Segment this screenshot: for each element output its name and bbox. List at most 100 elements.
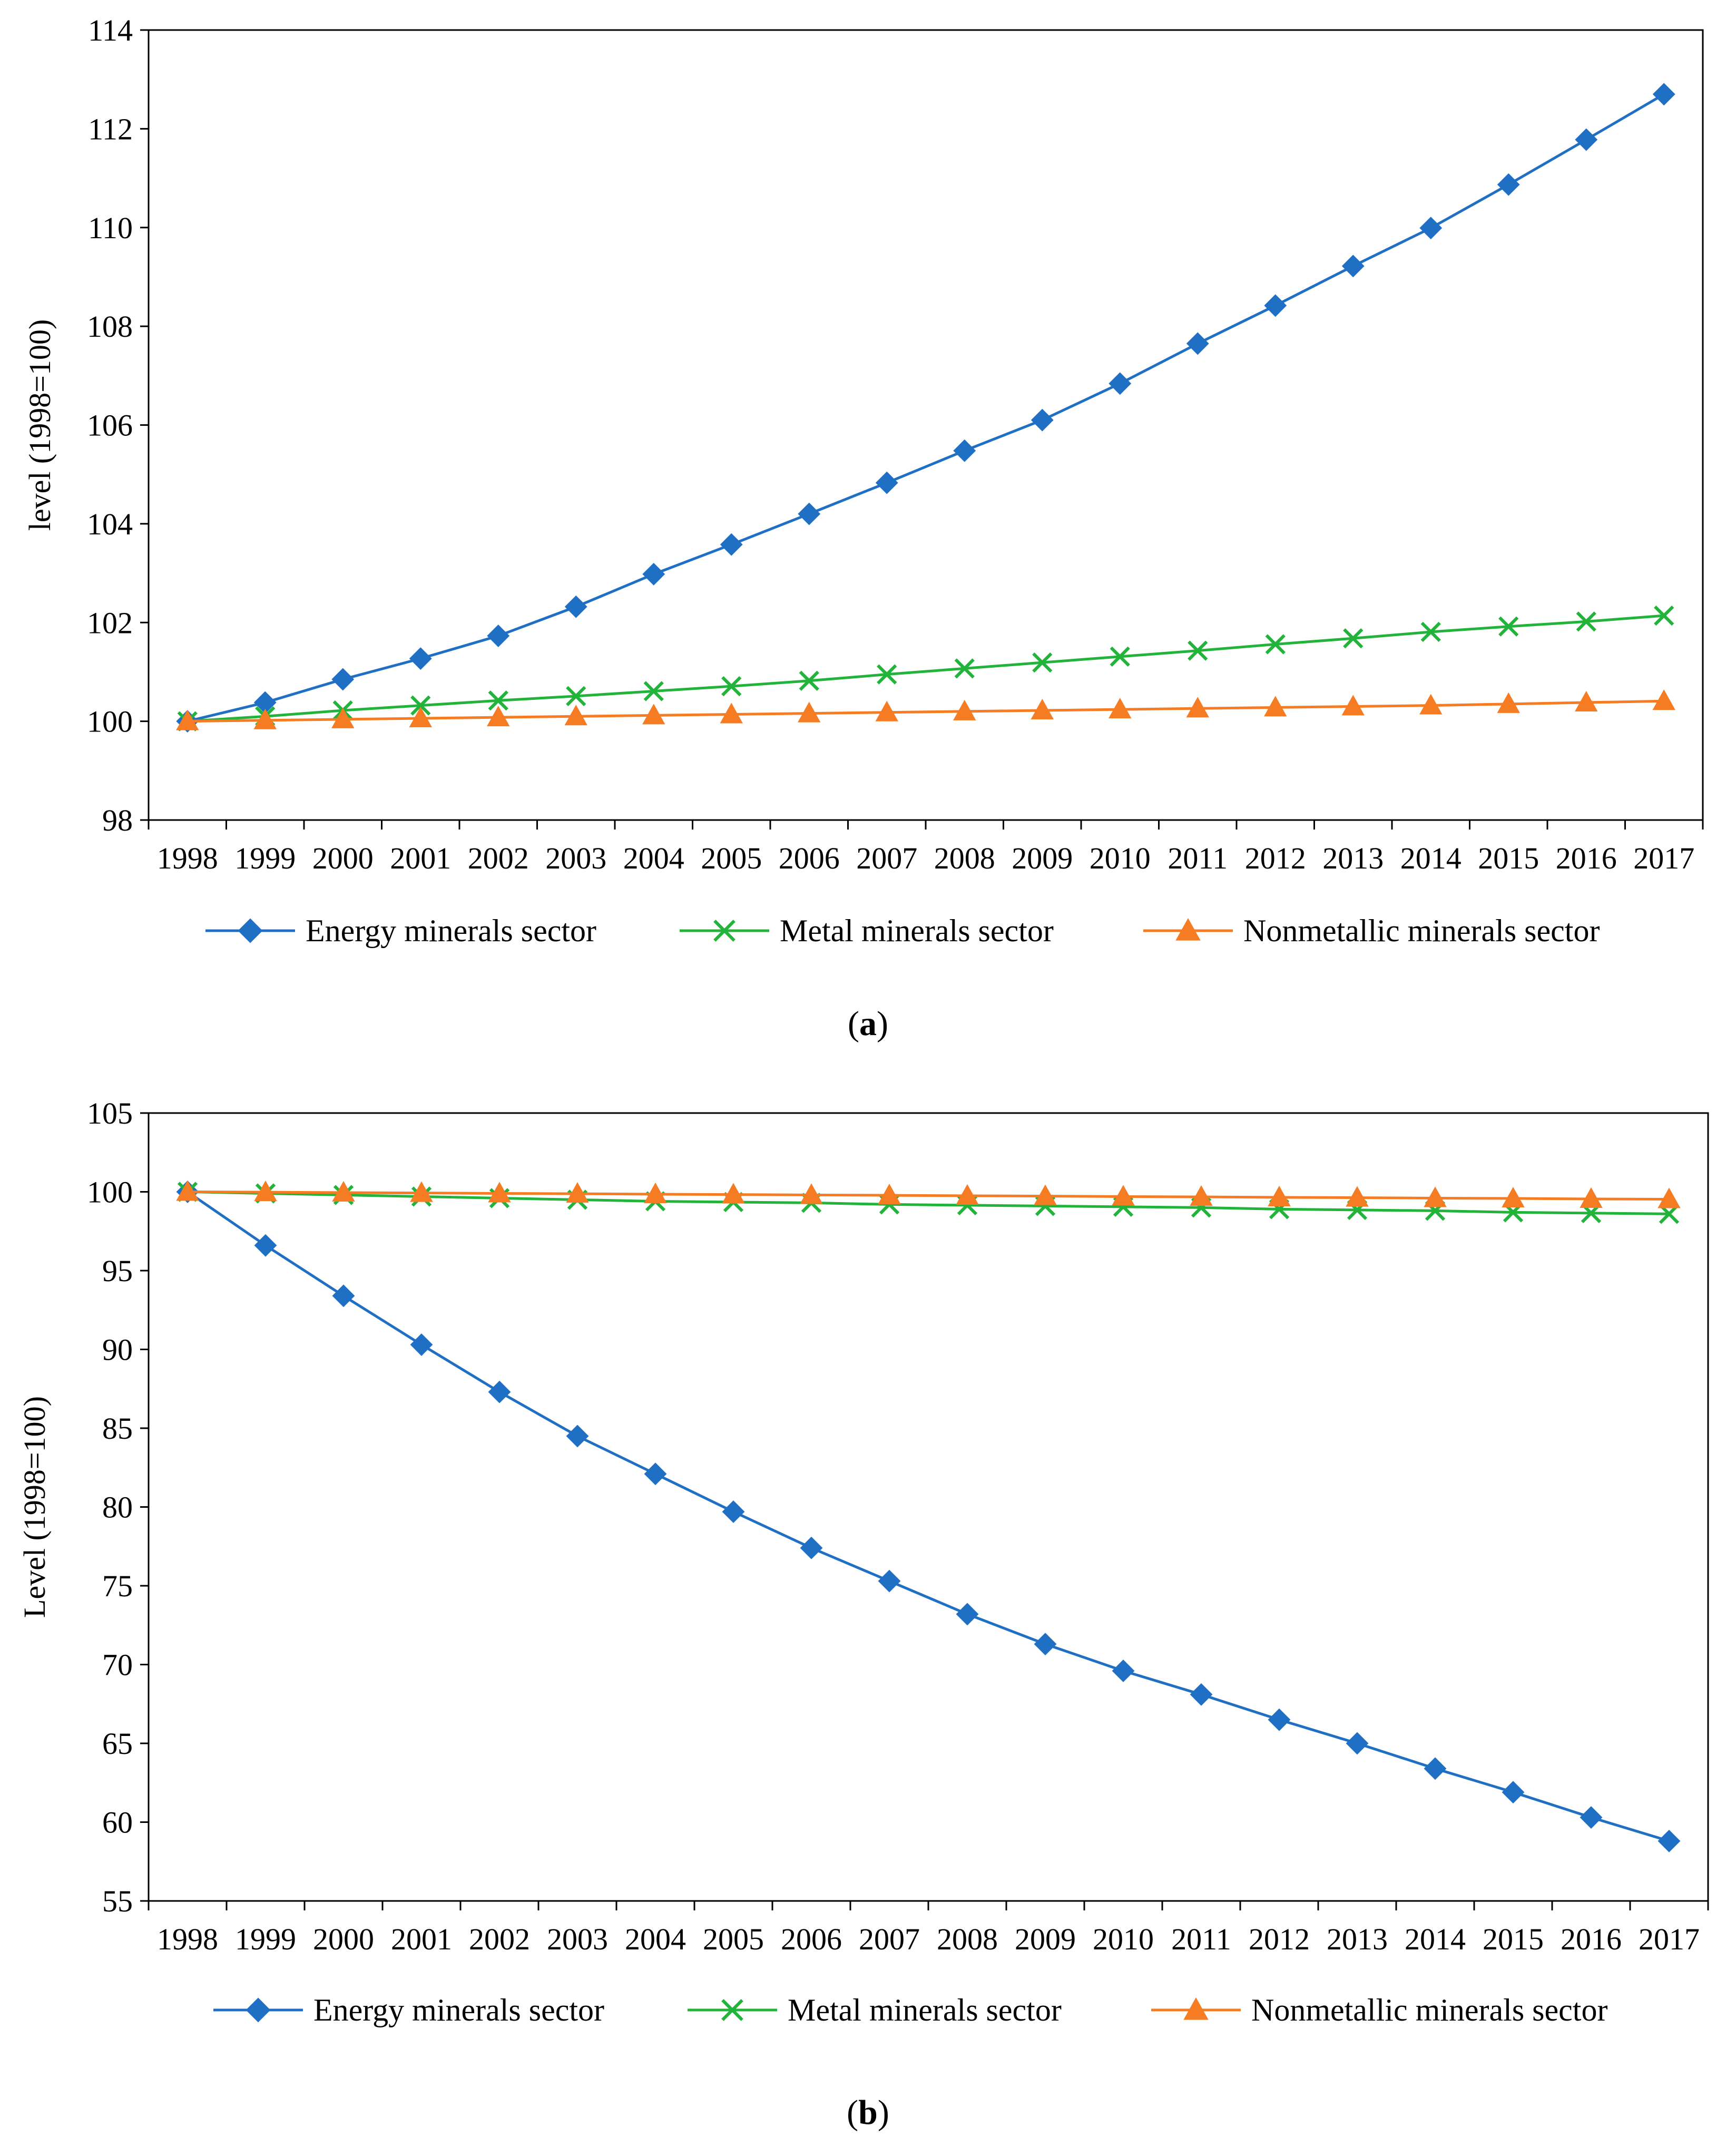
chart-b-series-0-point-2000 bbox=[332, 1284, 355, 1308]
chart-b-legend-marker-2 bbox=[1183, 1997, 1209, 2020]
caption-a-label: a bbox=[859, 1004, 877, 1043]
chart-a-xtick-label-2012: 2012 bbox=[1245, 841, 1306, 875]
chart-b-plot-frame bbox=[148, 1112, 1709, 1902]
chart-a-series-2-point-2016 bbox=[1575, 690, 1598, 712]
chart-b-series-2-line bbox=[187, 1191, 1670, 1201]
chart-b-legend-item-0: Energy minerals sector bbox=[213, 1993, 604, 2027]
chart-a-ytick-label-5: 108 bbox=[87, 309, 133, 344]
chart-a-legend-item-2: Nonmetallic minerals sector bbox=[1143, 913, 1600, 948]
chart-a-series-2-point-1999 bbox=[253, 708, 277, 729]
caption-a: (a) bbox=[848, 1004, 888, 1043]
chart-b-series-2-point-2009 bbox=[1034, 1184, 1057, 1205]
chart-b-series-0-point-2008 bbox=[956, 1603, 979, 1626]
chart-a-legend-label-1: Metal minerals sector bbox=[780, 913, 1054, 948]
chart-a-legend-item-1: Metal minerals sector bbox=[680, 913, 1054, 948]
chart-b-series-0-point-2009 bbox=[1034, 1633, 1057, 1656]
chart-b-xtick-label-2003: 2003 bbox=[547, 1922, 608, 1956]
chart-a-series-1-point-2013 bbox=[1343, 628, 1364, 649]
chart-a-xtick-label-1998: 1998 bbox=[157, 841, 218, 875]
chart-b-series-2-point-2010 bbox=[1112, 1185, 1135, 1206]
chart-b-ytick-label-4: 75 bbox=[102, 1569, 133, 1603]
chart-a-series-1-point-2016 bbox=[1576, 611, 1596, 632]
chart-b-xtick-label-2014: 2014 bbox=[1405, 1922, 1466, 1956]
chart-a-series-1-point-2005-stroke-2 bbox=[721, 676, 742, 697]
chart-a-series-2 bbox=[176, 689, 1675, 730]
chart-a-xtick-label-2005: 2005 bbox=[701, 841, 762, 875]
chart-b-series-0-point-2016 bbox=[1580, 1806, 1603, 1829]
chart-a-series-2-point-2012 bbox=[1264, 696, 1287, 717]
chart-b-ytick-label-2: 65 bbox=[102, 1726, 133, 1761]
chart-b-series-0-point-2015 bbox=[1502, 1781, 1525, 1804]
chart-a-xtick-label-2003: 2003 bbox=[545, 841, 606, 875]
chart-b-ytick-label-8: 95 bbox=[102, 1254, 133, 1288]
chart-a-series-1-point-2004-stroke-2 bbox=[643, 681, 664, 701]
chart-b-xtick-label-2008: 2008 bbox=[937, 1922, 998, 1956]
chart-a-series-1-point-2012-stroke-2 bbox=[1265, 634, 1286, 655]
chart-a-series-1-point-2010-stroke-2 bbox=[1110, 646, 1130, 667]
chart-b-legend: Energy minerals sector Metal minerals sec… bbox=[213, 1993, 1607, 2027]
chart-b-xtick-label-2013: 2013 bbox=[1327, 1922, 1388, 1956]
chart-b-series-2-point-2007 bbox=[878, 1184, 901, 1205]
chart-a-series-1-point-2017 bbox=[1654, 606, 1674, 626]
chart-a-series-1-point-2001-stroke-2 bbox=[410, 695, 431, 716]
chart-b-ytick-label-5: 80 bbox=[102, 1490, 133, 1525]
chart-a-series-0 bbox=[176, 83, 1675, 733]
chart-b-series-2-point-2011 bbox=[1190, 1185, 1213, 1206]
chart-a-series-0-point-2016 bbox=[1575, 128, 1598, 151]
chart-a-series-1-point-2009 bbox=[1032, 652, 1053, 673]
chart-a-ytick-label-3: 104 bbox=[87, 507, 133, 541]
chart-b-xtick-label-2001: 2001 bbox=[391, 1922, 452, 1956]
chart-b-legend-item-1: Metal minerals sector bbox=[688, 1993, 1062, 2027]
chart-a-series-0-point-2000 bbox=[331, 668, 355, 691]
chart-a-series-0-point-2008 bbox=[953, 439, 976, 462]
chart-a-legend: Energy minerals sector Metal minerals sec… bbox=[205, 913, 1600, 948]
chart-b-series-2-point-2012 bbox=[1268, 1185, 1291, 1206]
chart-a-series-2-point-2015 bbox=[1497, 692, 1520, 713]
chart-b-xtick-label-2004: 2004 bbox=[625, 1922, 686, 1956]
chart-a-series-0-point-2003 bbox=[564, 595, 587, 618]
chart-a-series-2-line bbox=[187, 699, 1664, 723]
chart-a-legend-label-2: Nonmetallic minerals sector bbox=[1243, 913, 1600, 948]
chart-b-series-1-line bbox=[187, 1191, 1670, 1215]
chart-b-legend-label-0: Energy minerals sector bbox=[313, 1993, 604, 2027]
chart-a-series-0-point-2007 bbox=[875, 471, 898, 494]
chart-a-series-0-point-2002 bbox=[487, 625, 510, 647]
chart-a-xtick-label-2014: 2014 bbox=[1400, 841, 1462, 875]
chart-a-series-1-point-2013-stroke-2 bbox=[1343, 628, 1364, 649]
chart-b-series-2 bbox=[176, 1180, 1681, 1208]
chart-a-series-2-point-2008 bbox=[953, 699, 976, 720]
chart-b-xtick-label-2010: 2010 bbox=[1093, 1922, 1154, 1956]
chart-a-series-2-point-2002 bbox=[487, 706, 510, 727]
chart-b-series-0-point-1999 bbox=[254, 1234, 277, 1257]
chart-a-series-1-point-2002-stroke-2 bbox=[488, 690, 508, 711]
chart-a-series-2-point-2004 bbox=[642, 704, 665, 725]
chart-a-series-1-point-2008-stroke-2 bbox=[954, 658, 975, 679]
chart-a-series-2-point-2013 bbox=[1341, 695, 1365, 716]
chart-b-series-1 bbox=[177, 1182, 1680, 1224]
chart-a-series-1-point-2008 bbox=[954, 658, 975, 679]
chart-b-ytick-label-9: 100 bbox=[87, 1175, 133, 1209]
chart-b-legend-marker-1 bbox=[721, 1999, 743, 2021]
chart-a-series-1-point-2005 bbox=[721, 676, 742, 697]
chart-b-series-0-point-2005 bbox=[722, 1500, 745, 1523]
chart-b-svg: 55 60 65 70 75 80 85 90 95 100 105 1998 1999 2000 2001… bbox=[17, 1096, 1709, 2027]
chart-a-series-1-point-2015 bbox=[1498, 616, 1519, 637]
chart-a-series-2-point-2009 bbox=[1031, 698, 1054, 720]
chart-a-series-2-point-2011 bbox=[1186, 697, 1209, 718]
chart-b-series-2-point-2015 bbox=[1502, 1186, 1525, 1208]
chart-b-series-2-point-2014 bbox=[1424, 1186, 1447, 1207]
chart-a-xtick-label-2000: 2000 bbox=[312, 841, 374, 875]
chart-b-legend-label-2: Nonmetallic minerals sector bbox=[1251, 1993, 1607, 2027]
chart-b-series-0 bbox=[176, 1181, 1681, 1852]
chart-a-legend-marker-1-stroke-2 bbox=[713, 920, 735, 942]
chart-b-legend-marker-1-stroke-2 bbox=[721, 1999, 743, 2021]
chart-panel-b: 55 60 65 70 75 80 85 90 95 100 105 1998 1999 2000 2001… bbox=[0, 1078, 1736, 2156]
chart-b-series-0-point-2013 bbox=[1346, 1732, 1369, 1755]
chart-a-series-1-point-2011-stroke-2 bbox=[1188, 640, 1208, 661]
chart-b-series-2-point-2006 bbox=[800, 1183, 823, 1204]
chart-b-xtick-label-2011: 2011 bbox=[1171, 1922, 1231, 1956]
chart-a-series-1-point-2017-stroke-2 bbox=[1654, 606, 1674, 626]
chart-a-series-0-point-2015 bbox=[1497, 173, 1520, 196]
chart-b-series-2-point-2005 bbox=[722, 1183, 745, 1204]
chart-panel-a: 98 100 102 104 106 108 110 112 114 1998 1999 2000 20… bbox=[23, 13, 1704, 1043]
